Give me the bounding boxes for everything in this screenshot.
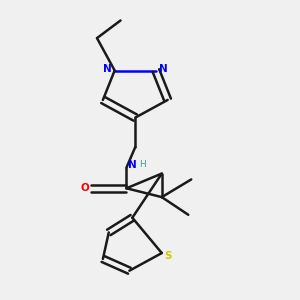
Text: H: H [139,160,146,169]
Text: N: N [103,64,112,74]
Text: S: S [164,251,171,261]
Text: N: N [159,64,168,74]
Text: O: O [80,183,89,193]
Text: N: N [128,160,137,170]
